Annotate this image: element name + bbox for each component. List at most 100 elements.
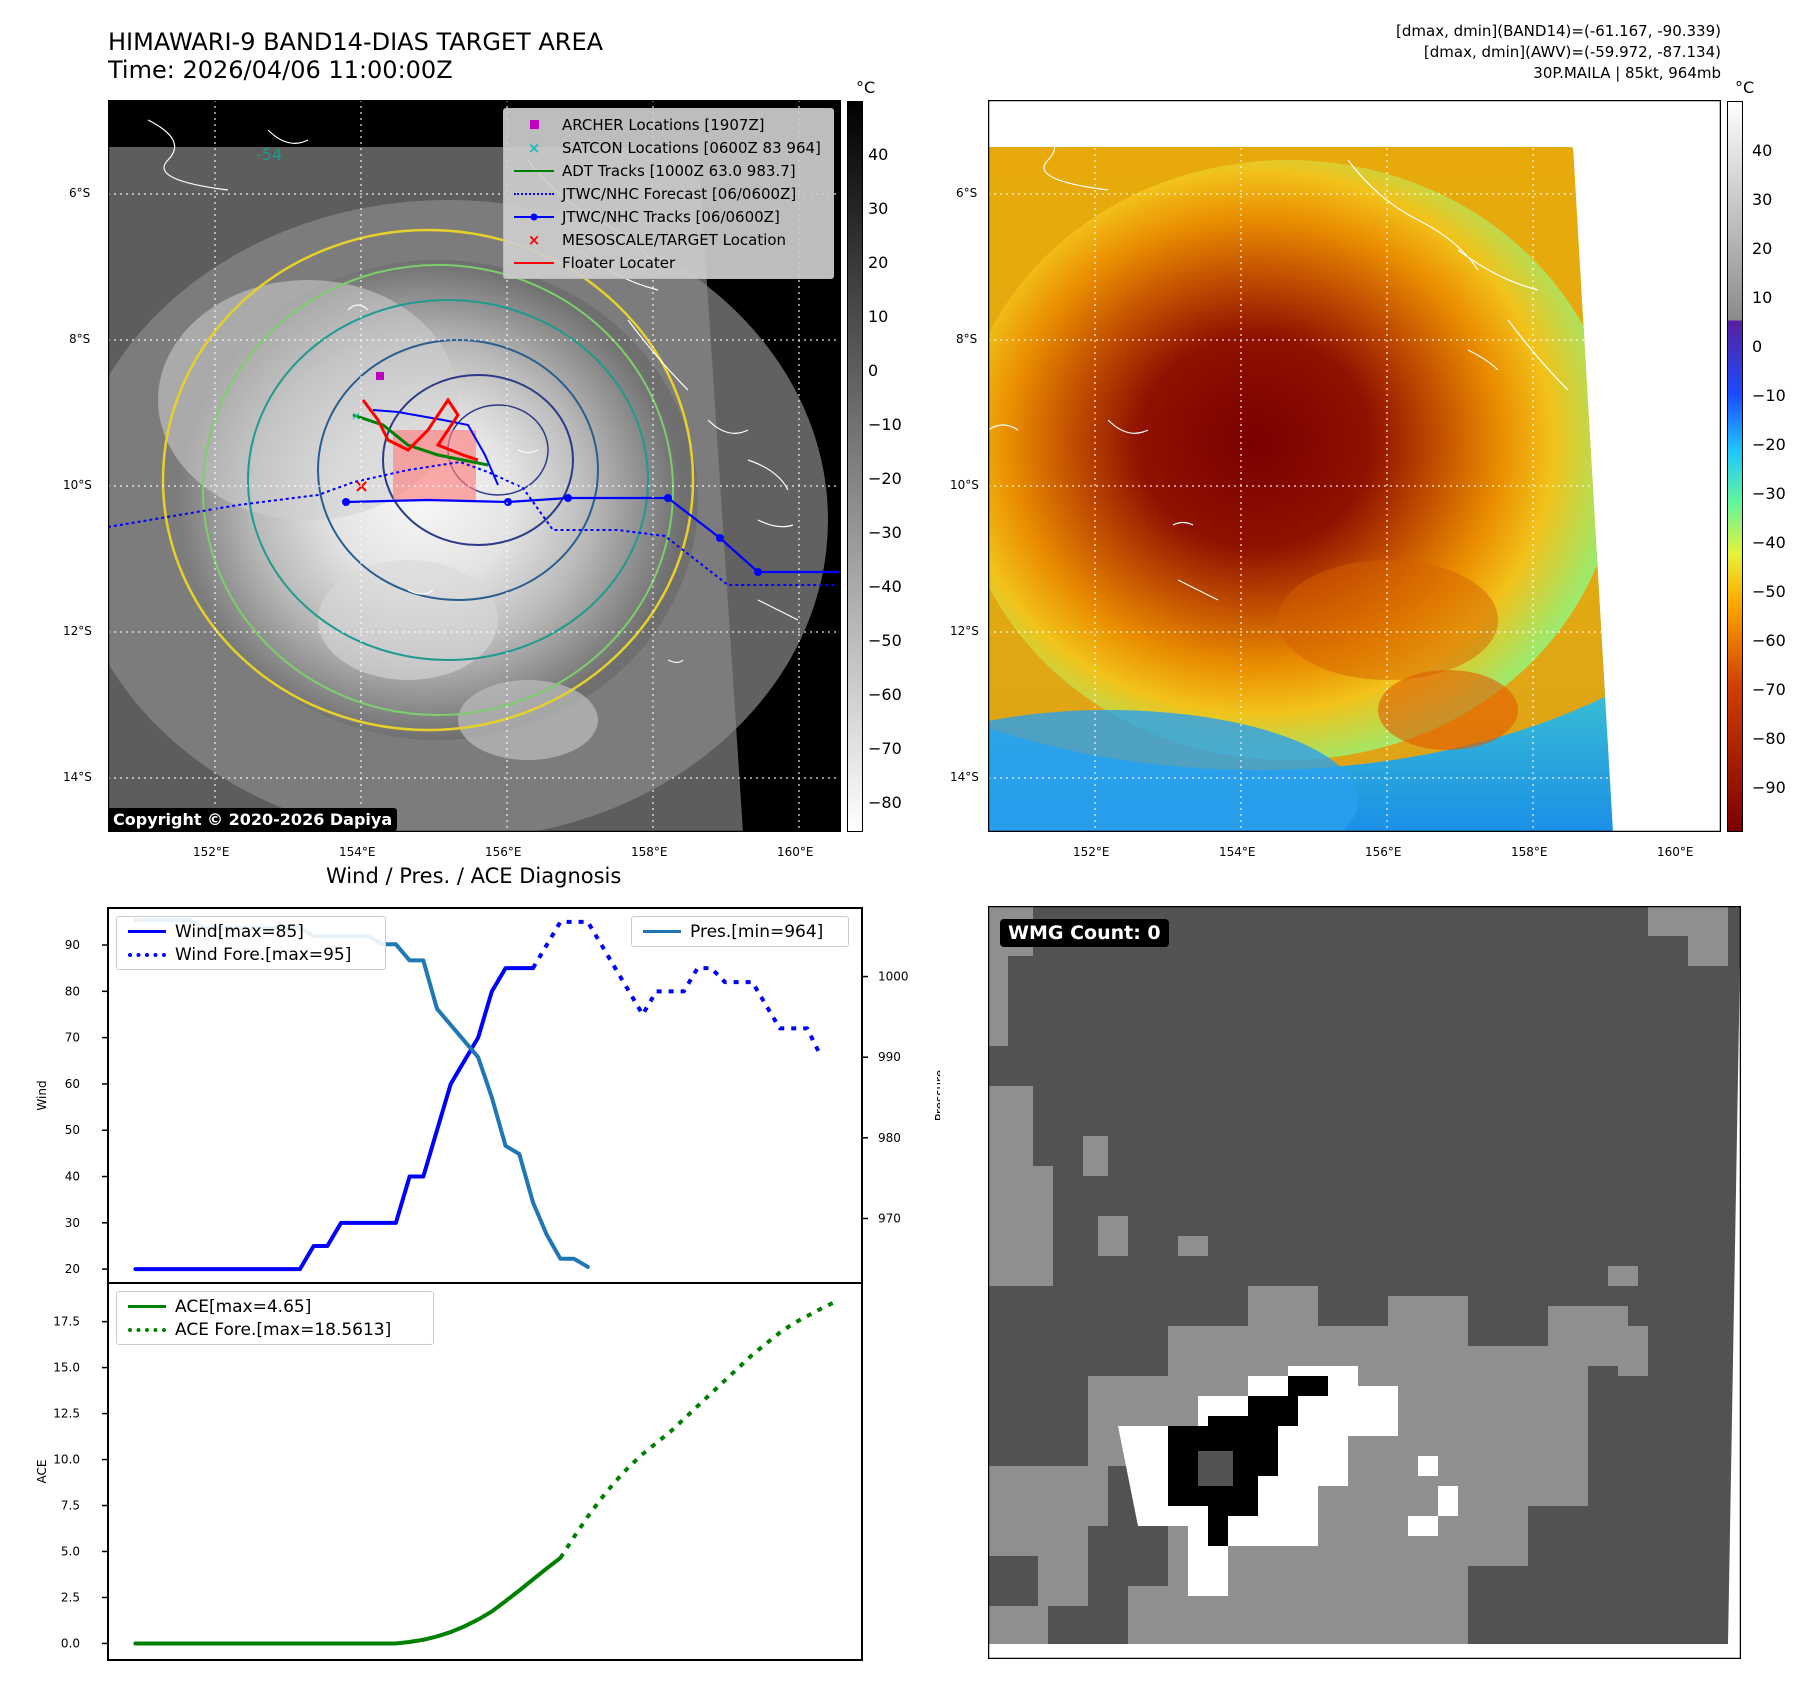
ir-lat-label: 10°S bbox=[63, 478, 92, 492]
ir-colorbar-tick: 0 bbox=[868, 361, 879, 380]
y2-tick-label: 990 bbox=[878, 1050, 901, 1064]
ir-colorbar-tick: −40 bbox=[868, 577, 902, 596]
y-tick-label: 17.5 bbox=[53, 1315, 80, 1329]
y-axis-label: Wind bbox=[35, 1080, 49, 1110]
awv-lat-label: 14°S bbox=[950, 770, 979, 784]
awv-colorbar-tick: −40 bbox=[1752, 533, 1786, 552]
ir-colorbar-tick: 10 bbox=[868, 307, 889, 326]
y-tick-label: 10.0 bbox=[53, 1453, 80, 1467]
diagnosis-title: Wind / Pres. / ACE Diagnosis bbox=[326, 864, 622, 888]
awv-lon-label: 154°E bbox=[1219, 845, 1256, 859]
ir-colorbar-tick: −60 bbox=[868, 685, 902, 704]
ir-colorbar-tick: 20 bbox=[868, 253, 889, 272]
ir-colorbar-tick: −30 bbox=[868, 523, 902, 542]
legend-wind-forecast: Wind Fore.[max=95] bbox=[125, 943, 377, 966]
awv-coastlines bbox=[988, 147, 1569, 601]
ir-colorbar bbox=[847, 101, 863, 832]
solid-line-icon bbox=[512, 169, 556, 172]
legend-wind: Wind[max=85] bbox=[125, 920, 377, 943]
y-tick-label: 90 bbox=[65, 938, 80, 952]
line-dot-icon bbox=[512, 212, 556, 222]
awv-colorbar-tick: −60 bbox=[1752, 631, 1786, 650]
series-line-1 bbox=[133, 966, 535, 1272]
ir-colorbar-unit: °C bbox=[856, 78, 876, 97]
solid-line-icon bbox=[125, 930, 169, 933]
y-tick-label: 70 bbox=[65, 1031, 80, 1045]
legend-floater: Floater Locater bbox=[512, 251, 825, 274]
awv-cyclone-core bbox=[988, 160, 1613, 760]
ir-lat-label: 8°S bbox=[69, 332, 91, 346]
ir-colorbar-tick: −20 bbox=[868, 469, 902, 488]
y-tick-label: 20 bbox=[65, 1262, 80, 1276]
awv-colorbar-tick: −30 bbox=[1752, 484, 1786, 503]
awv-colorbar-tick: 10 bbox=[1752, 288, 1773, 307]
svg-text:×: × bbox=[351, 409, 361, 423]
awv-colorbar-tick: −10 bbox=[1752, 386, 1786, 405]
awv-colorbar-tick: −90 bbox=[1752, 778, 1786, 797]
ir-colorbar-tick: −80 bbox=[868, 793, 902, 812]
jtwc-track bbox=[372, 409, 499, 486]
y-tick-label: 50 bbox=[65, 1123, 80, 1137]
ir-lat-label: 14°S bbox=[63, 770, 92, 784]
y-tick-label: 60 bbox=[65, 1077, 80, 1091]
contour-label: -54 bbox=[256, 145, 282, 164]
awv-lat-label: 12°S bbox=[950, 624, 979, 638]
series-line-1 bbox=[133, 1555, 563, 1646]
awv-lon-label: 156°E bbox=[1365, 845, 1402, 859]
legend-jtwc-tracks: JTWC/NHC Tracks [06/0600Z] bbox=[512, 205, 825, 228]
jtwc-best-track bbox=[345, 496, 841, 574]
awv-lat-label: 8°S bbox=[956, 332, 978, 346]
y-tick-label: 7.5 bbox=[61, 1499, 80, 1513]
awv-lon-label: 152°E bbox=[1073, 845, 1110, 859]
ir-colorbar-tick: 30 bbox=[868, 199, 889, 218]
floater-locater bbox=[361, 397, 479, 462]
figure-title: HIMAWARI-9 BAND14-DIAS TARGET AREA bbox=[108, 28, 604, 56]
square-marker-icon bbox=[512, 120, 556, 129]
ace-legend: ACE[max=4.65] ACE Fore.[max=18.5613] bbox=[116, 1291, 434, 1345]
x-marker-icon: × bbox=[527, 230, 541, 249]
legend-archer: ARCHER Locations [1907Z] bbox=[512, 113, 825, 136]
awv-lat-label: 10°S bbox=[950, 478, 979, 492]
y-tick-label: 5.0 bbox=[61, 1544, 80, 1558]
pressure-legend: Pres.[min=964] bbox=[631, 916, 849, 947]
awv-colorbar-tick: 30 bbox=[1752, 190, 1773, 209]
figure-time: Time: 2026/04/06 11:00:00Z bbox=[108, 56, 453, 84]
x-marker-icon: × bbox=[527, 138, 541, 157]
awv-gridlines bbox=[988, 147, 1613, 832]
legend-adt: ADT Tracks [1000Z 63.0 983.7] bbox=[512, 159, 825, 182]
awv-colorbar-tick: −50 bbox=[1752, 582, 1786, 601]
ir-lat-label: 6°S bbox=[69, 186, 91, 200]
wind-legend: Wind[max=85] Wind Fore.[max=95] bbox=[116, 916, 386, 970]
y-tick-label: 0.0 bbox=[61, 1636, 80, 1650]
target-box bbox=[393, 430, 476, 500]
contour-warm bbox=[161, 228, 695, 732]
solid-line-icon bbox=[125, 1305, 169, 1308]
ir-colorbar-tick: −50 bbox=[868, 631, 902, 650]
stats-awv: [dmax, dmin](AWV)=(-59.972, -87.134) bbox=[1423, 43, 1721, 61]
ir-lon-label: 156°E bbox=[485, 845, 522, 859]
dotted-line-icon bbox=[125, 1327, 169, 1332]
wmg-black-region bbox=[1168, 1376, 1328, 1546]
awv-colorbar-tick: 40 bbox=[1752, 141, 1773, 160]
y-tick-label: 2.5 bbox=[61, 1590, 80, 1604]
wmg-count-badge: WMG Count: 0 bbox=[1000, 919, 1169, 947]
legend-ace: ACE[max=4.65] bbox=[125, 1295, 425, 1318]
contour-cold bbox=[247, 299, 649, 661]
y2-tick-label: 1000 bbox=[878, 970, 909, 984]
awv-colorbar-tick: −80 bbox=[1752, 729, 1786, 748]
solid-line-icon bbox=[512, 261, 556, 264]
awv-colorbar bbox=[1727, 101, 1743, 832]
ir-lon-label: 154°E bbox=[339, 845, 376, 859]
dotted-line-icon bbox=[125, 952, 169, 957]
wmg-panel bbox=[988, 906, 1741, 1659]
y2-tick-label: 970 bbox=[878, 1211, 901, 1225]
plot-frame bbox=[107, 1282, 863, 1661]
solid-line-icon bbox=[640, 930, 684, 933]
legend-mesoscale: × MESOSCALE/TARGET Location bbox=[512, 228, 825, 251]
y-tick-label: 40 bbox=[65, 1170, 80, 1184]
ir-lon-label: 160°E bbox=[777, 845, 814, 859]
series-line-3 bbox=[133, 918, 590, 1269]
y-axis-label: ACE bbox=[35, 1460, 49, 1484]
ir-lon-label: 152°E bbox=[193, 845, 230, 859]
